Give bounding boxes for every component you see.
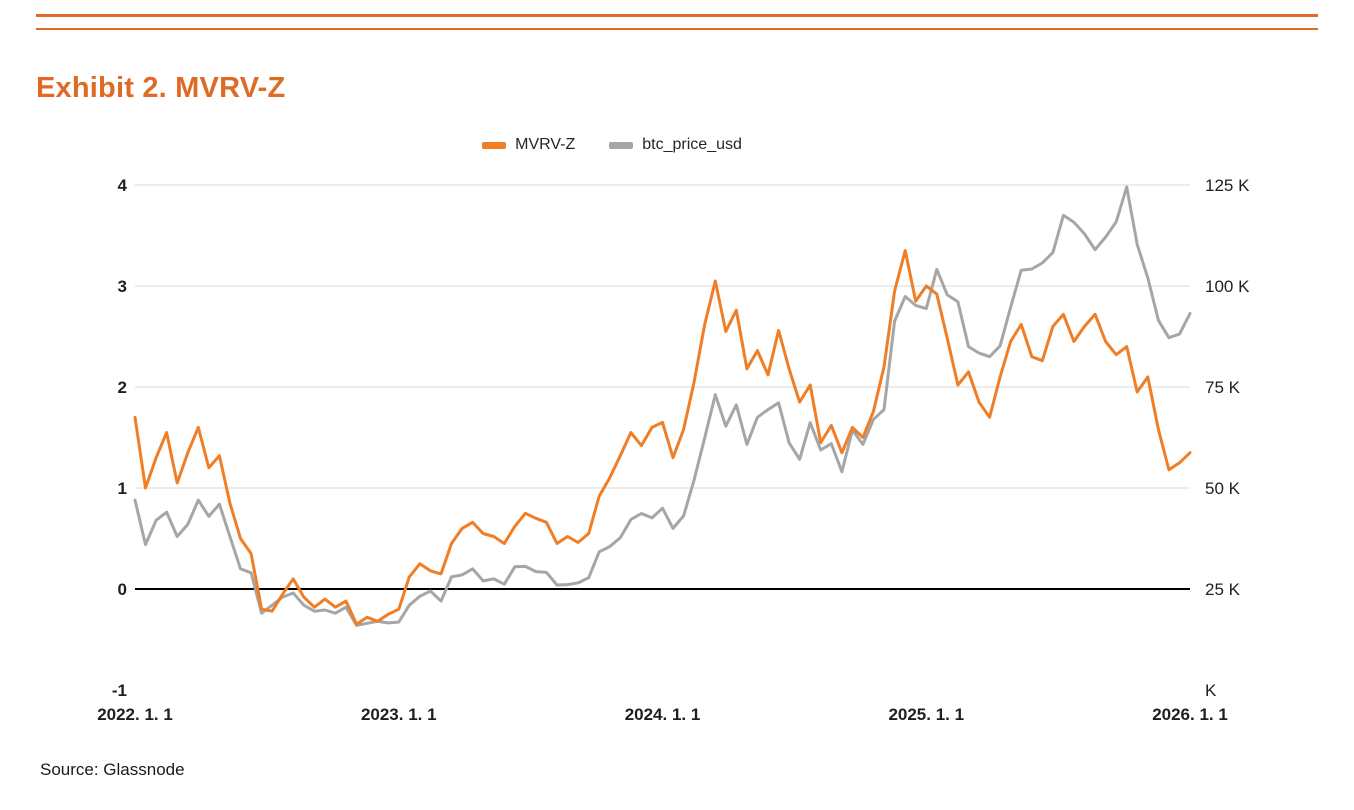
x-axis-tick: 2026. 1. 1 xyxy=(1152,705,1228,724)
y-axis-tick-left: 0 xyxy=(118,580,127,599)
header-rule-thin xyxy=(36,28,1318,30)
y-axis-tick-right: 100 K xyxy=(1205,277,1250,296)
x-axis-tick: 2022. 1. 1 xyxy=(97,705,173,724)
legend-swatch-mvrv xyxy=(482,141,507,149)
y-axis-tick-left: 4 xyxy=(118,176,128,195)
legend-swatch-btc-price xyxy=(609,141,634,149)
exhibit-title: Exhibit 2. MVRV-Z xyxy=(36,72,286,104)
source-note: Source: Glassnode xyxy=(40,760,185,779)
x-axis-tick: 2023. 1. 1 xyxy=(361,705,437,724)
y-axis-tick-left: -1 xyxy=(112,681,127,700)
y-axis-tick-right: 25 K xyxy=(1205,580,1241,599)
x-axis-tick: 2025. 1. 1 xyxy=(888,705,964,724)
y-axis-tick-left: 2 xyxy=(118,378,127,397)
y-axis-tick-right: 125 K xyxy=(1205,176,1250,195)
y-axis-tick-left: 3 xyxy=(118,277,127,296)
mvrv-z-line xyxy=(133,249,1192,626)
x-axis-tick: 2024. 1. 1 xyxy=(625,705,701,724)
y-axis-tick-right: 50 K xyxy=(1205,479,1241,498)
y-axis-tick-right: K xyxy=(1205,681,1217,700)
btc-price-line xyxy=(133,185,1192,627)
legend-item-btc-price: btc_price_usd xyxy=(609,136,742,154)
header-rule xyxy=(36,14,1318,30)
chart-legend: MVRV-Z btc_price_usd xyxy=(0,136,1224,154)
y-axis-tick-right: 75 K xyxy=(1205,378,1241,397)
header-rule-thick xyxy=(36,14,1318,17)
legend-label-mvrv: MVRV-Z xyxy=(515,136,576,153)
legend-item-mvrv: MVRV-Z xyxy=(482,136,575,154)
legend-label-btc-price: btc_price_usd xyxy=(642,136,742,153)
y-axis-tick-left: 1 xyxy=(118,479,127,498)
